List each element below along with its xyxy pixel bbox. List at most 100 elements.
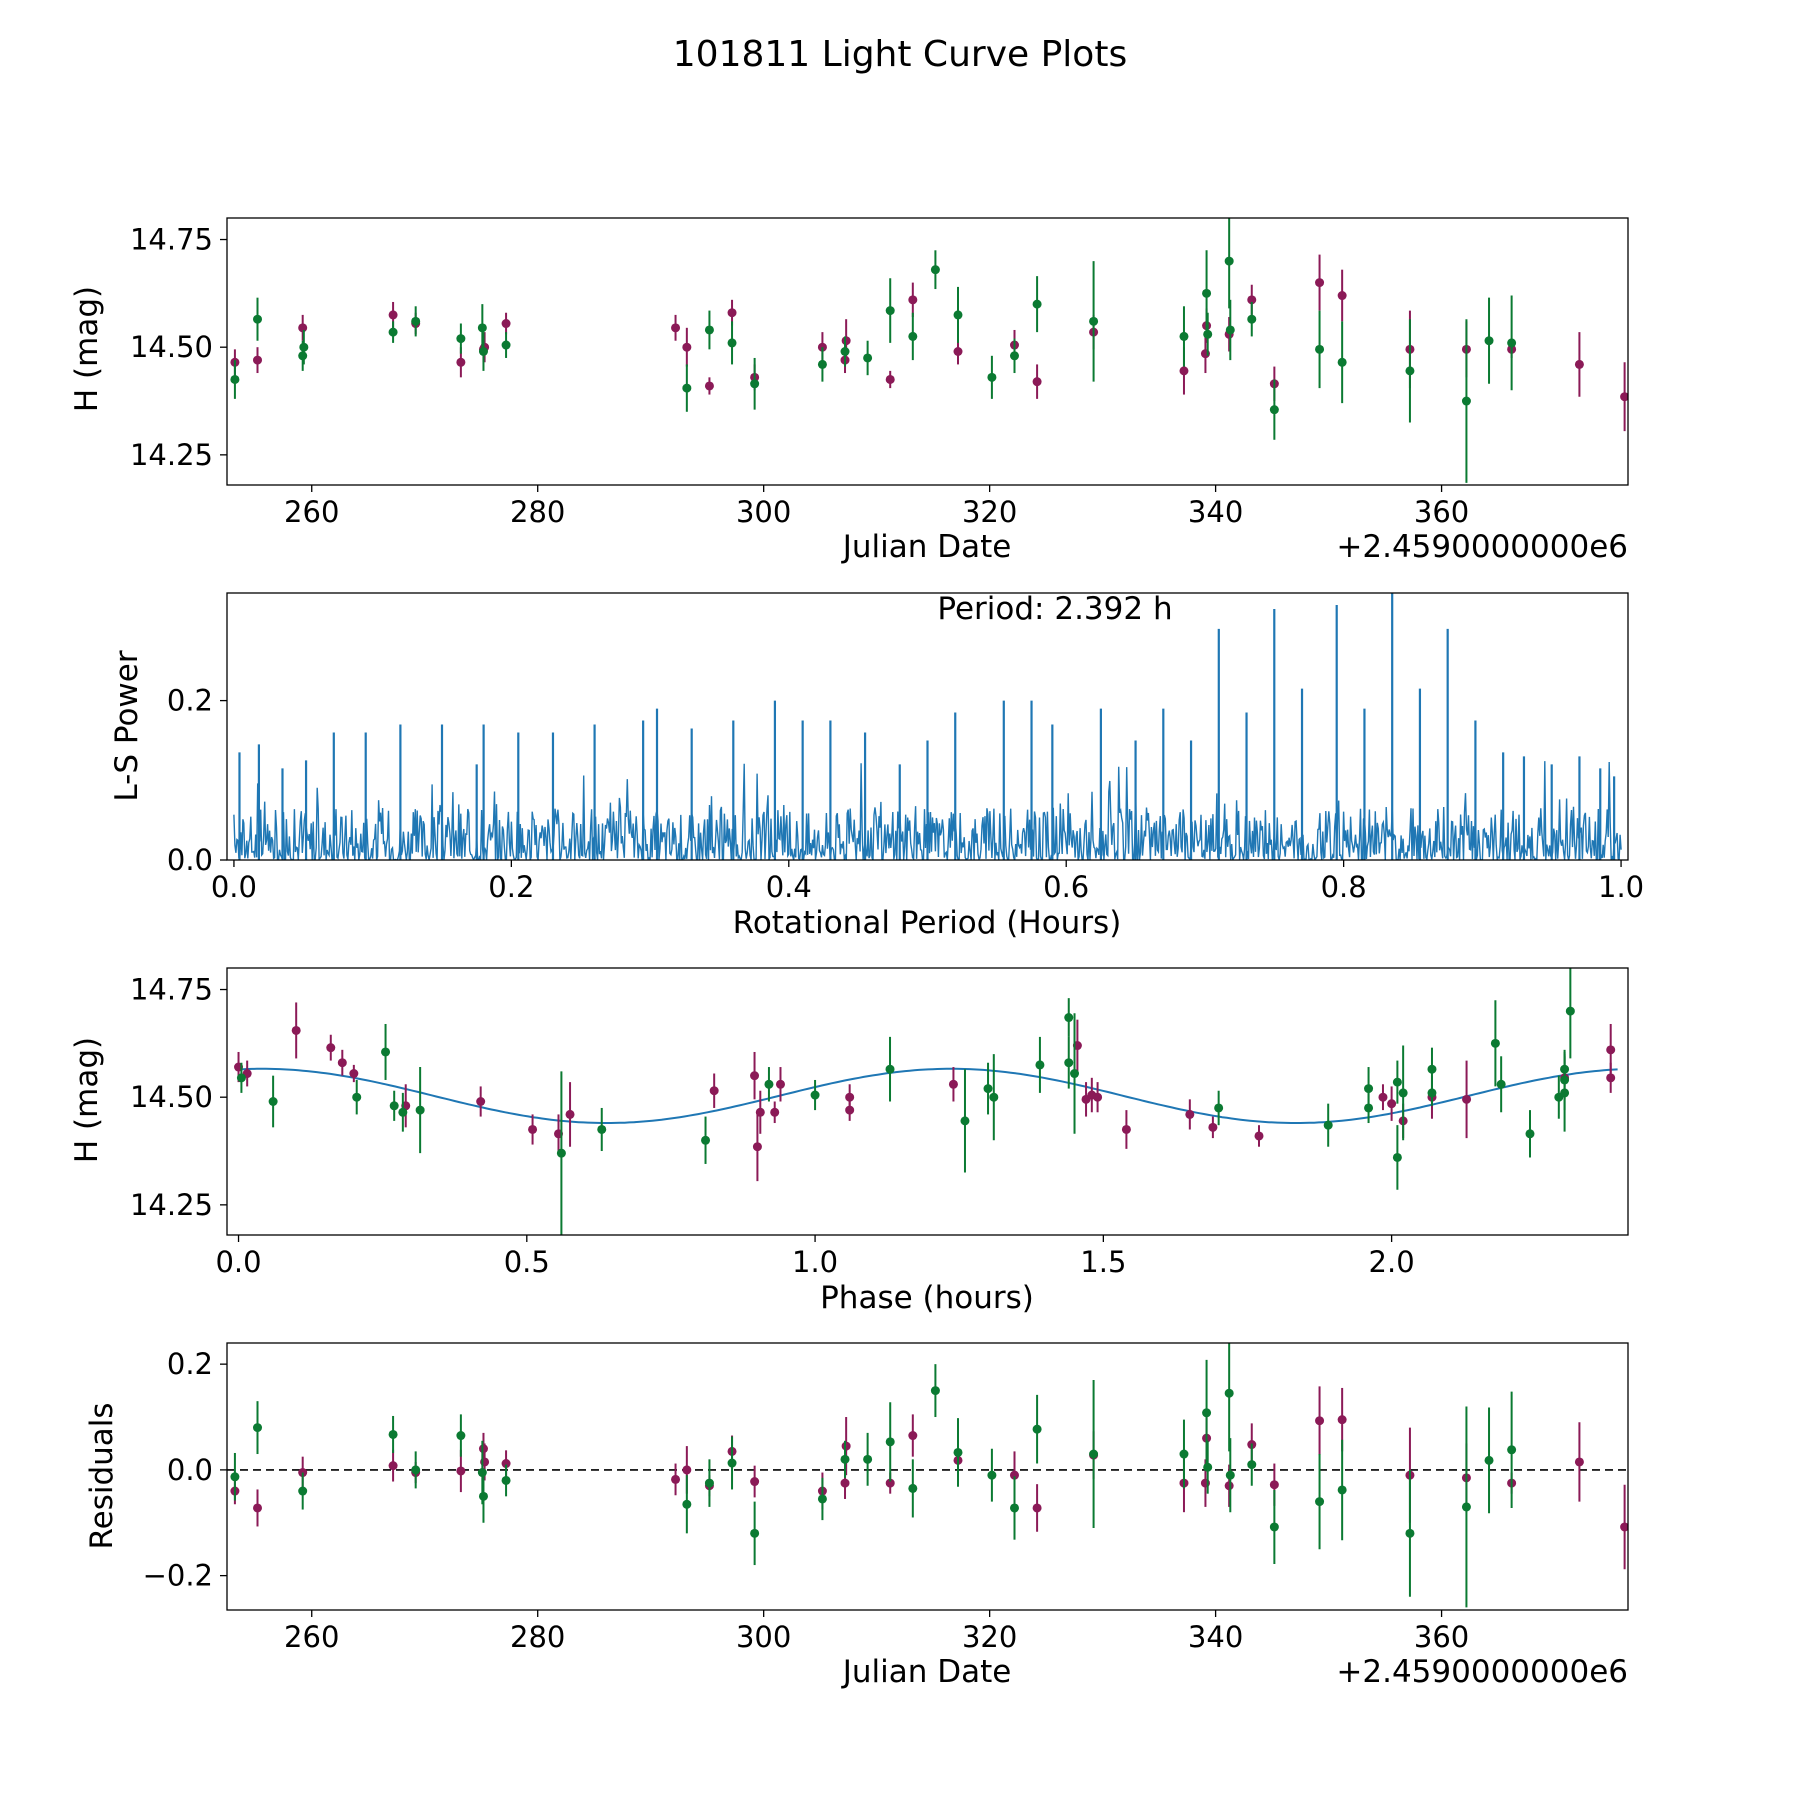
x-tick-label: 2.0 xyxy=(1369,1245,1415,1279)
data-point xyxy=(1064,1058,1074,1068)
data-point xyxy=(1224,1388,1234,1398)
data-point xyxy=(752,1142,762,1152)
data-point xyxy=(775,1079,785,1089)
data-point xyxy=(388,310,398,320)
data-point xyxy=(1247,1460,1257,1470)
data-point xyxy=(456,1431,466,1441)
data-point xyxy=(863,353,873,363)
data-point xyxy=(1507,1445,1517,1455)
data-point xyxy=(477,323,487,333)
data-point xyxy=(1009,1503,1019,1513)
x-tick-label: 1.5 xyxy=(1080,1245,1126,1279)
data-point xyxy=(989,1092,999,1102)
data-point xyxy=(1202,288,1212,298)
residuals-xlabel: Julian Date xyxy=(841,1654,1012,1690)
data-point xyxy=(1032,377,1042,387)
data-point xyxy=(1315,344,1325,354)
data-point xyxy=(770,1107,780,1117)
data-point xyxy=(727,1458,737,1468)
data-point xyxy=(953,1447,963,1457)
period-annotation: Period: 2.392 h xyxy=(937,591,1172,627)
phased-curve-series-series-b xyxy=(236,968,1575,1235)
data-point xyxy=(840,1454,850,1464)
data-point xyxy=(1560,1088,1570,1098)
data-point xyxy=(1203,1462,1213,1472)
x-tick-label: 0.6 xyxy=(1043,870,1089,904)
data-point xyxy=(1507,338,1517,348)
data-point xyxy=(415,1105,425,1115)
data-point xyxy=(885,306,895,316)
data-point xyxy=(727,338,737,348)
data-point xyxy=(845,1105,855,1115)
data-point xyxy=(1315,278,1325,288)
data-point xyxy=(682,342,692,352)
data-point xyxy=(1203,329,1213,339)
x-tick-label: 1.0 xyxy=(792,1245,838,1279)
data-point xyxy=(528,1124,538,1134)
phased-curve-xlabel: Phase (hours) xyxy=(820,1280,1034,1316)
data-point xyxy=(1337,357,1347,367)
data-point xyxy=(671,1474,681,1484)
data-point xyxy=(1247,295,1257,305)
data-point xyxy=(1032,1424,1042,1434)
data-point xyxy=(1214,1103,1224,1113)
data-point xyxy=(1427,1064,1437,1074)
data-point xyxy=(1247,314,1257,324)
phased-curve-panel: H (mag) Phase (hours) 0.0 0.5 1.0 1.5 2.0 14.… xyxy=(69,967,1629,1316)
data-point xyxy=(326,1043,336,1053)
data-point xyxy=(1185,1109,1195,1119)
data-point xyxy=(478,1444,488,1454)
x-tick-label: 0.8 xyxy=(1321,870,1367,904)
data-point xyxy=(1070,1069,1080,1079)
data-point xyxy=(671,323,681,333)
data-point xyxy=(230,1472,240,1482)
x-tick-label: 280 xyxy=(510,495,565,529)
data-point xyxy=(908,295,918,305)
data-point xyxy=(885,1437,895,1447)
data-point xyxy=(389,1101,399,1111)
data-point xyxy=(908,1431,918,1441)
x-tick-label: 320 xyxy=(962,495,1017,529)
data-point xyxy=(1337,1415,1347,1425)
data-point xyxy=(1606,1073,1616,1083)
data-point xyxy=(298,1486,308,1496)
y-tick-label: 14.75 xyxy=(130,973,213,1007)
data-point xyxy=(845,1092,855,1102)
data-point xyxy=(1032,299,1042,309)
data-point xyxy=(841,336,851,346)
data-point xyxy=(840,1478,850,1488)
x-tick-label: 280 xyxy=(510,1620,565,1654)
data-point xyxy=(1574,1457,1584,1467)
x-tick-label: 0.4 xyxy=(766,870,812,904)
data-point xyxy=(1269,1522,1279,1532)
data-point xyxy=(253,1503,263,1513)
data-point xyxy=(1387,1099,1397,1109)
data-point xyxy=(885,1064,895,1074)
light-curve-axes-frame xyxy=(226,217,1629,486)
model-fit-curve xyxy=(238,1067,1618,1124)
data-point xyxy=(298,323,308,333)
light-curve-series-series-b xyxy=(230,218,1517,483)
residuals-ylabel: Residuals xyxy=(84,1402,120,1549)
data-point xyxy=(1462,1094,1472,1104)
data-point xyxy=(398,1107,408,1117)
periodogram-ylabel: L-S Power xyxy=(109,650,145,801)
data-point xyxy=(478,347,488,356)
data-point xyxy=(456,334,466,344)
data-point xyxy=(701,1135,711,1145)
data-point xyxy=(1392,1077,1402,1087)
data-point xyxy=(565,1109,575,1119)
light-curve-plot-area xyxy=(230,218,1628,483)
data-point xyxy=(953,310,963,320)
data-point xyxy=(1496,1079,1506,1089)
x-tick-label: 360 xyxy=(1414,495,1469,529)
light-curve-panel: H (mag) Julian Date +2.4590000000e6 260 2… xyxy=(69,217,1629,565)
data-point xyxy=(1315,1497,1325,1507)
data-point xyxy=(1208,1122,1218,1132)
data-point xyxy=(930,265,940,275)
data-point xyxy=(1009,351,1019,361)
data-point xyxy=(987,372,997,382)
data-point xyxy=(291,1025,301,1035)
